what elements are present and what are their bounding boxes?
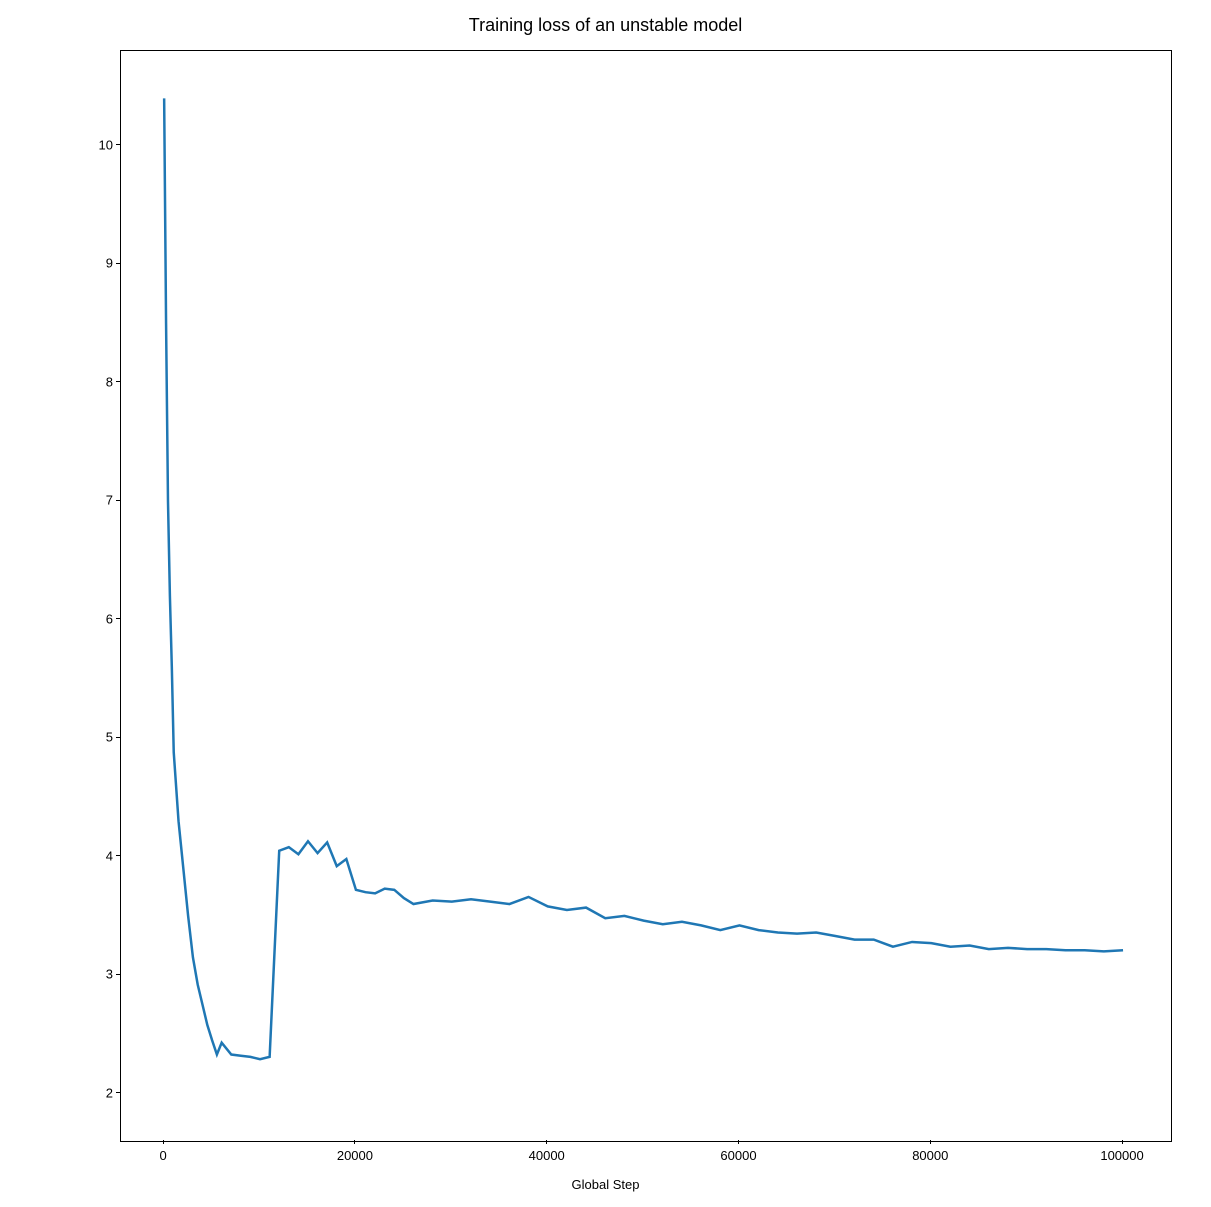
ytick-label: 5 — [106, 730, 113, 745]
chart-container: Training loss of an unstable model Cross… — [0, 0, 1211, 1207]
x-axis-label: Global Step — [572, 1177, 640, 1192]
ytick-label: 3 — [106, 967, 113, 982]
xtick-mark — [1122, 1140, 1123, 1144]
ytick-label: 6 — [106, 611, 113, 626]
ytick-mark — [116, 974, 120, 975]
ytick-mark — [116, 618, 120, 619]
ytick-mark — [116, 500, 120, 501]
xtick-label: 100000 — [1100, 1148, 1143, 1163]
ytick-mark — [116, 855, 120, 856]
ytick-mark — [116, 263, 120, 264]
ytick-label: 2 — [106, 1085, 113, 1100]
ytick-mark — [116, 1092, 120, 1093]
ytick-mark — [116, 381, 120, 382]
xtick-mark — [546, 1140, 547, 1144]
line-chart-svg — [121, 51, 1171, 1141]
ytick-mark — [116, 737, 120, 738]
ytick-label: 9 — [106, 256, 113, 271]
xtick-mark — [930, 1140, 931, 1144]
plot-area — [120, 50, 1172, 1142]
xtick-label: 60000 — [720, 1148, 756, 1163]
data-line — [164, 98, 1123, 1059]
xtick-mark — [163, 1140, 164, 1144]
xtick-mark — [738, 1140, 739, 1144]
ytick-label: 8 — [106, 374, 113, 389]
xtick-label: 0 — [160, 1148, 167, 1163]
ytick-label: 10 — [99, 137, 113, 152]
xtick-label: 40000 — [529, 1148, 565, 1163]
ytick-mark — [116, 144, 120, 145]
ytick-label: 7 — [106, 493, 113, 508]
ytick-label: 4 — [106, 848, 113, 863]
xtick-label: 20000 — [337, 1148, 373, 1163]
xtick-label: 80000 — [912, 1148, 948, 1163]
chart-title: Training loss of an unstable model — [469, 15, 743, 36]
xtick-mark — [354, 1140, 355, 1144]
